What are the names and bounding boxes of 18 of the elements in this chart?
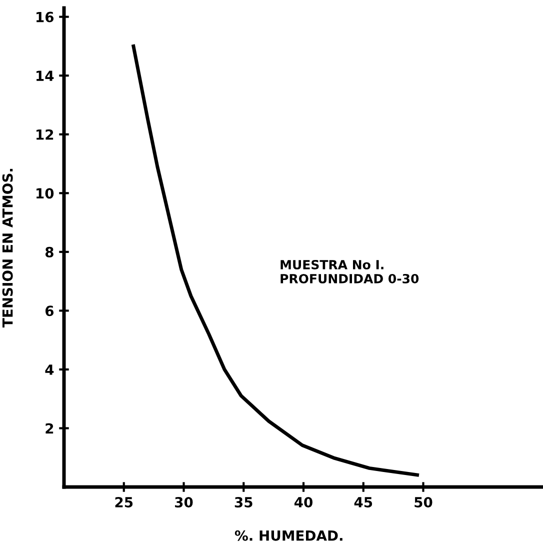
y-tick-label: 14 xyxy=(36,70,54,81)
y-tick-label: 10 xyxy=(36,188,54,199)
x-tick-label: 45 xyxy=(354,497,372,508)
y-tick-label: 8 xyxy=(45,246,54,258)
x-tick-label: 50 xyxy=(414,496,432,508)
y-tick-label: 4 xyxy=(45,364,54,375)
line-series xyxy=(132,44,419,477)
y-tick-label: 6 xyxy=(45,306,54,316)
y-tick-label: 2 xyxy=(46,423,54,434)
x-axis-title: %. HUMEDAD. xyxy=(234,530,342,541)
x-tick-label: 35 xyxy=(234,496,252,508)
x-tick-label: 40 xyxy=(294,496,312,508)
x-tick-label: 25 xyxy=(115,496,133,508)
y-tick-label: 16 xyxy=(36,12,54,22)
y-axis-title: TENSION EN ATMOS. xyxy=(2,168,13,328)
x-tick-label: 30 xyxy=(175,496,193,508)
annotation: MUESTRA No I. PROFUNDIDAD 0-30 xyxy=(280,260,419,284)
y-tick-label: 12 xyxy=(36,129,54,140)
